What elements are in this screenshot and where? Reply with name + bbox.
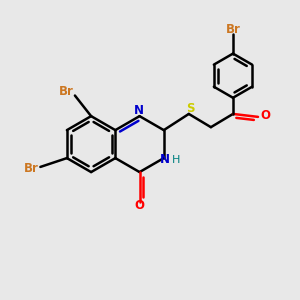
Text: O: O: [135, 200, 145, 212]
Text: S: S: [186, 101, 194, 115]
Text: N: N: [134, 104, 144, 117]
Text: Br: Br: [226, 23, 241, 36]
Text: Br: Br: [59, 85, 74, 98]
Text: O: O: [260, 109, 270, 122]
Text: Br: Br: [23, 162, 38, 175]
Text: H: H: [172, 154, 180, 165]
Text: N: N: [160, 153, 170, 166]
